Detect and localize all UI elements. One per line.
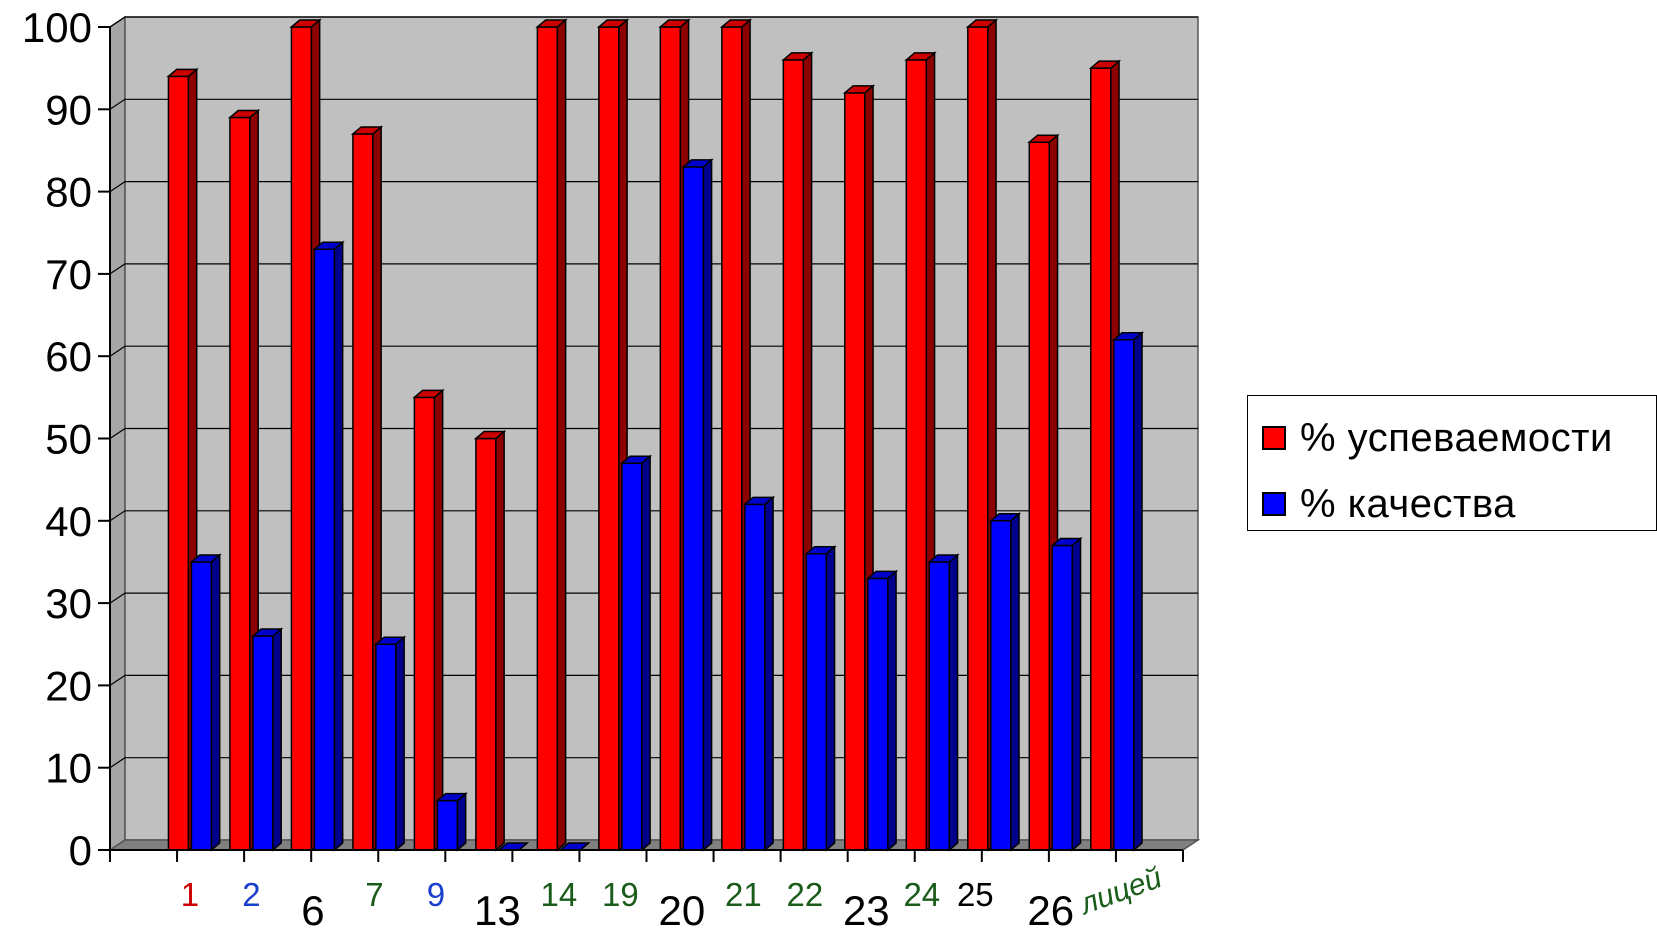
bar [742,495,776,852]
x-tick-label: лицей [1074,861,1167,922]
x-tick-label: 22 [786,876,823,913]
y-tick-label: 0 [69,827,92,874]
x-tick-label: 21 [725,876,762,913]
bar [1027,133,1060,852]
y-tick-label: 70 [45,251,92,298]
legend-swatch-quality [1262,492,1286,516]
bar [473,429,507,852]
x-tick-label: 26 [1027,887,1074,931]
y-tick-label: 90 [45,86,92,133]
gridlines [109,16,1198,769]
x-tick-labels: 1 2 6 7 9 13 14 19 20 21 22 23 24 25 26 лицей [181,861,1167,931]
bars [166,18,1145,852]
gridline [109,345,1198,357]
legend-item-success: % успеваемости [1262,415,1613,460]
x-tick-label: 14 [541,876,578,913]
y-tick-label: 80 [45,169,92,216]
gridline [109,427,1198,439]
x-tick-label: 9 [427,876,445,913]
x-tick-label: 1 [181,876,199,913]
bar [189,553,222,852]
x-tick-label: 25 [957,876,994,913]
x-tick-label: 24 [903,876,940,913]
gridline [109,757,1198,769]
bar [927,553,960,852]
bar [412,388,445,852]
x-tick-label: 19 [602,876,639,913]
bar [435,792,468,852]
y-tick-label: 40 [45,498,92,545]
legend-label-success: % успеваемости [1300,415,1613,460]
bar [250,627,284,852]
x-tick-label: 23 [843,887,890,931]
bar [804,545,837,852]
gridline [109,674,1198,686]
gridline [109,510,1198,522]
gridline [109,592,1198,604]
y-tick-label: 10 [45,745,92,792]
bar [865,569,899,852]
legend-item-quality: % качества [1262,481,1516,526]
bar [681,158,714,852]
bar [373,635,407,852]
y-tick-label: 50 [45,416,92,463]
gridline [109,181,1198,193]
x-tick-label: 13 [474,887,521,931]
bar [1111,331,1145,852]
bar [988,512,1022,852]
y-tick-labels: 0 10 20 30 40 50 60 70 80 90 100 [22,4,92,874]
legend-label-quality: % качества [1300,481,1516,526]
y-tick-label: 30 [45,580,92,627]
y-tick-label: 100 [22,4,92,51]
y-tick-label: 20 [45,662,92,709]
gridline [109,98,1198,110]
y-tick-label: 60 [45,333,92,380]
gridline [109,263,1198,275]
legend: % успеваемости % качества [1247,395,1657,531]
x-tick-label: 6 [301,887,324,931]
x-tick-label: 2 [242,876,260,913]
gridline [109,16,1198,28]
bar [312,240,345,852]
x-tick-label: 7 [365,876,383,913]
bar [619,454,653,852]
legend-swatch-success [1262,426,1286,450]
bar [1050,536,1083,852]
bar [535,18,568,852]
axes [98,26,1184,862]
x-tick-label: 20 [658,887,705,931]
